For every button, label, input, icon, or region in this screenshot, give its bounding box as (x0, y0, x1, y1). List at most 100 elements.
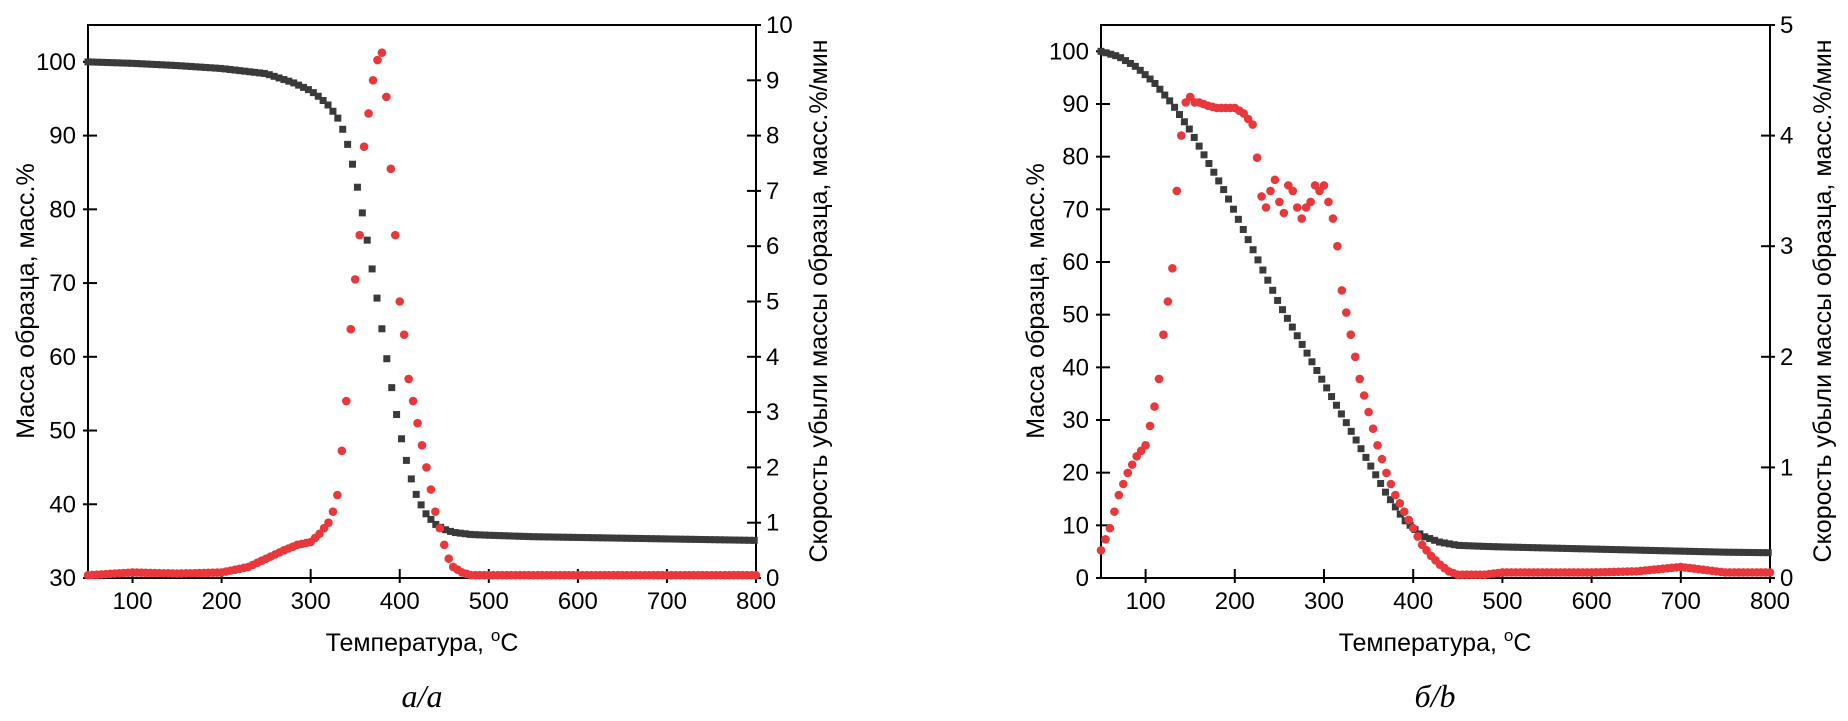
mass-point (1220, 186, 1228, 194)
rate-point (1261, 203, 1271, 212)
mass-point (1431, 536, 1439, 544)
x-tick-label: 700 (1661, 588, 1701, 615)
mass-point (216, 64, 224, 72)
y-axis-label: Масса образца, масс.% (12, 163, 40, 438)
mass-point (128, 59, 136, 67)
mass-point (1480, 542, 1488, 550)
mass-point (1455, 541, 1463, 549)
rate-point (1324, 197, 1333, 207)
mass-point (349, 160, 357, 168)
mass-point (1107, 50, 1115, 58)
y-tick-label: 40 (1062, 354, 1089, 381)
y-tick-label: 20 (1062, 460, 1089, 487)
mass-point (520, 532, 528, 540)
mass-point (265, 71, 273, 79)
mass-point (613, 534, 621, 542)
mass-point (1720, 548, 1728, 556)
mass-point (1489, 543, 1497, 551)
mass-point (1735, 548, 1743, 556)
mass-point (1637, 546, 1645, 554)
mass-point (736, 536, 744, 544)
mass-point (1583, 545, 1591, 553)
mass-point (569, 533, 577, 541)
mass-point (1656, 547, 1664, 555)
mass-point (402, 456, 410, 464)
x-tick-label: 300 (291, 588, 331, 615)
rate-point (1297, 214, 1306, 223)
mass-point (1529, 544, 1537, 552)
mass-point (1382, 488, 1390, 496)
y-tick-label: 10 (1062, 512, 1089, 539)
mass-point (1666, 547, 1674, 555)
mass-point (447, 527, 455, 535)
mass-point (133, 60, 141, 68)
mass-point (549, 533, 557, 541)
mass-point (1141, 71, 1149, 79)
mass-point (505, 532, 513, 540)
mass-point (750, 536, 758, 544)
mass-point (378, 325, 386, 333)
rate-point (364, 109, 373, 118)
y2-axis-label: Скорость убыли массы образца, масс.%/мин (1809, 40, 1837, 563)
mass-point (1288, 323, 1296, 331)
mass-point (275, 74, 283, 82)
y-axis-ticks: 0 10 20 30 40 50 60 70 80 90 100 (1049, 38, 1110, 592)
y-axis-ticks: 30 40 50 60 70 80 90 100 (36, 49, 97, 592)
rate-point (1114, 490, 1124, 500)
chart-panel-b: 100 200 300 400 500 600 700 800 010203040506070… (1022, 12, 1837, 714)
y2-tick-label: 1 (766, 510, 779, 537)
y2-tick-label: 10 (766, 12, 793, 39)
rate-point (1110, 507, 1119, 516)
mass-point (1136, 66, 1144, 74)
mass-point (1318, 375, 1326, 383)
rate-point (1355, 374, 1364, 384)
rate-point (1319, 181, 1329, 190)
mass-point (1602, 545, 1610, 553)
mass-point (716, 536, 724, 544)
mass-point (510, 532, 518, 540)
mass-point (255, 69, 263, 77)
rate-point (1150, 402, 1159, 411)
mass-point (432, 520, 440, 528)
rate-point (1368, 424, 1378, 433)
y2-tick-label: 4 (1780, 123, 1793, 150)
mass-point (1112, 52, 1120, 60)
mass-point (491, 531, 499, 539)
x-tick-label: 100 (113, 588, 153, 615)
mass-point (1117, 54, 1125, 62)
rate-point (439, 540, 449, 550)
mass-point (1696, 548, 1704, 556)
mass-point (1391, 503, 1399, 511)
data-marks (1096, 47, 1775, 579)
mass-point (1185, 125, 1193, 133)
mass-point (1646, 546, 1654, 554)
rate-point (1391, 490, 1400, 500)
mass-point (206, 64, 214, 72)
mass-point (1617, 546, 1625, 554)
mass-point (1445, 540, 1453, 548)
y-tick-label: 30 (49, 565, 76, 592)
mass-point (1578, 545, 1586, 553)
rate-point (1266, 186, 1275, 196)
mass-point (466, 530, 474, 538)
rate-point (368, 76, 378, 85)
mass-point (285, 77, 293, 85)
rate-point (1399, 507, 1409, 516)
x-tick-label: 400 (380, 588, 420, 615)
mass-point (652, 535, 660, 543)
x-tick-label: 200 (1215, 588, 1255, 615)
mass-point (1298, 340, 1306, 348)
mass-point (1676, 547, 1684, 555)
mass-point (290, 79, 298, 87)
mass-point (461, 530, 469, 538)
mass-point (108, 59, 116, 67)
mass-point (623, 534, 631, 542)
mass-point (740, 536, 748, 544)
mass-point (1548, 544, 1556, 552)
x-tick-label: 300 (1304, 588, 1344, 615)
rate-point (1141, 440, 1150, 450)
mass-point (1323, 384, 1331, 392)
mass-point (241, 67, 249, 75)
panel-caption: б/b (1415, 678, 1456, 714)
x-tick-label: 600 (558, 588, 598, 615)
